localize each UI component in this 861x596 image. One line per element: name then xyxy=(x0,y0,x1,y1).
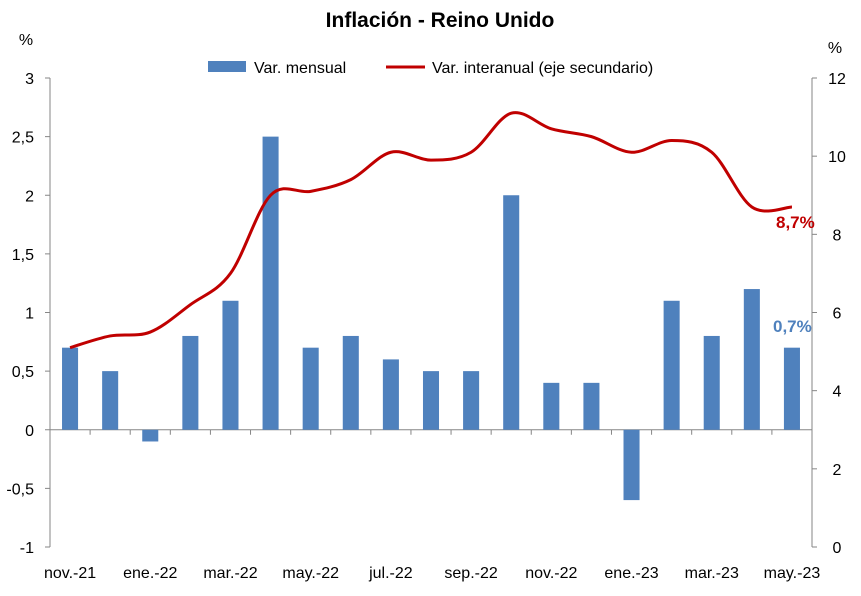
bar xyxy=(743,289,760,430)
left-tick-label: 0,5 xyxy=(12,364,34,381)
bar xyxy=(503,195,520,430)
bar xyxy=(342,335,359,430)
right-tick-label: 12 xyxy=(828,71,846,88)
legend-bar-swatch xyxy=(208,61,246,72)
bar xyxy=(583,382,600,430)
bar xyxy=(543,382,560,430)
bar xyxy=(102,371,119,430)
x-tick-label: may.-23 xyxy=(764,565,821,582)
left-tick-label: 1 xyxy=(25,306,34,323)
left-tick-label: 1,5 xyxy=(12,247,34,264)
bar xyxy=(422,371,440,430)
right-tick-label: 6 xyxy=(833,306,842,323)
x-tick-label: sep.-22 xyxy=(444,565,497,582)
plot-area: -1 -0,5 0 0,5 1 1,5 2 2,5 3 0 2 4 6 8 10 12 nov.-21 ene.-… xyxy=(6,71,846,582)
bar xyxy=(623,429,640,501)
left-tick-label: 2,5 xyxy=(12,130,34,147)
x-tick-label: nov.-22 xyxy=(525,565,577,582)
x-tick-label: may.-22 xyxy=(282,565,339,582)
chart-title: Inflación - Reino Unido xyxy=(326,9,555,32)
x-tick-label: mar.-22 xyxy=(203,565,257,582)
right-tick-label: 4 xyxy=(833,384,842,401)
bar xyxy=(182,335,199,430)
left-tick-label: 0 xyxy=(25,423,34,440)
left-tick-label: 3 xyxy=(25,71,34,88)
x-tick-label: nov.-21 xyxy=(44,565,96,582)
line-series xyxy=(69,111,793,350)
left-tick-label: -1 xyxy=(20,540,34,557)
left-tick-label: -0,5 xyxy=(6,481,34,498)
bar xyxy=(62,347,79,430)
bar-last-value-label: 0,7% xyxy=(773,317,812,336)
legend-line-label: Var. interanual (eje secundario) xyxy=(432,60,653,77)
x-tick-label: jul.-22 xyxy=(368,565,413,582)
bar xyxy=(382,359,399,430)
right-tick-label: 8 xyxy=(833,227,842,244)
bar xyxy=(262,136,279,430)
right-tick-label: 10 xyxy=(828,149,846,166)
bar xyxy=(463,371,480,430)
x-tick-label: mar.-23 xyxy=(685,565,739,582)
legend-bar-label: Var. mensual xyxy=(254,60,346,77)
bar xyxy=(222,300,239,430)
bar xyxy=(663,300,680,430)
right-tick-label: 0 xyxy=(833,540,842,557)
bar xyxy=(783,347,800,430)
left-axis-unit: % xyxy=(19,32,33,49)
left-tick-label: 2 xyxy=(25,188,34,205)
bar xyxy=(302,347,319,430)
bar xyxy=(142,429,159,442)
bar xyxy=(703,335,720,430)
x-tick-label: ene.-22 xyxy=(123,565,177,582)
right-axis-unit: % xyxy=(828,40,842,57)
right-tick-label: 2 xyxy=(833,462,842,479)
x-tick-label: ene.-23 xyxy=(604,565,658,582)
line-last-value-label: 8,7% xyxy=(776,213,815,232)
legend: Var. mensual Var. interanual (eje secund… xyxy=(208,60,653,77)
